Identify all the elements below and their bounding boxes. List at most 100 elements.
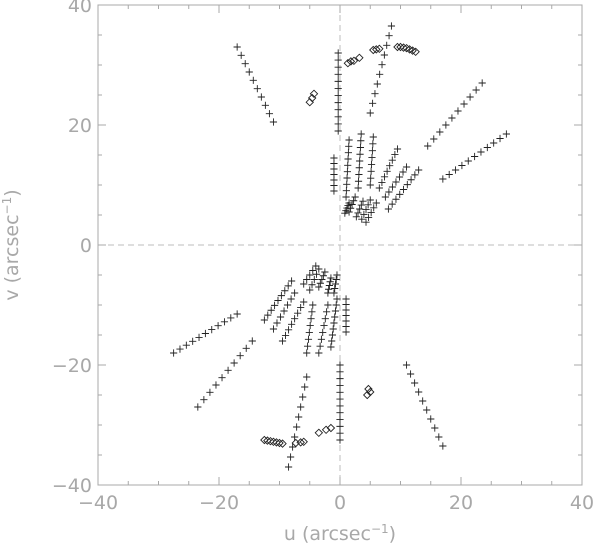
plus-marker bbox=[352, 213, 360, 221]
data-marks bbox=[170, 22, 510, 471]
plus-marker bbox=[331, 307, 340, 315]
plus-marker bbox=[309, 301, 317, 309]
plus-marker bbox=[336, 402, 344, 410]
plus-marker bbox=[355, 164, 363, 172]
plus-marker bbox=[369, 140, 377, 148]
plus-marker bbox=[380, 51, 388, 59]
plus-marker bbox=[176, 345, 184, 353]
plus-marker bbox=[423, 406, 431, 414]
plus-marker bbox=[299, 393, 307, 401]
plus-marker bbox=[237, 51, 245, 59]
x-tick-label: 40 bbox=[570, 492, 594, 514]
plus-marker bbox=[354, 209, 362, 217]
plus-marker bbox=[303, 349, 311, 357]
plus-marker bbox=[384, 205, 392, 213]
plus-marker bbox=[315, 265, 323, 273]
plus-marker bbox=[220, 318, 229, 326]
plus-marker bbox=[407, 176, 415, 184]
plus-marker bbox=[261, 101, 269, 109]
plus-marker bbox=[478, 79, 486, 87]
plus-marker bbox=[281, 287, 289, 295]
diamond-marker bbox=[272, 438, 281, 447]
plus-marker bbox=[366, 109, 374, 117]
plus-marker bbox=[357, 130, 365, 138]
plus-marker bbox=[399, 168, 407, 176]
plus-marker bbox=[334, 63, 342, 71]
plus-marker bbox=[284, 463, 293, 471]
x-tick-label: −40 bbox=[78, 492, 118, 514]
plus-marker bbox=[436, 128, 444, 136]
plus-marker bbox=[424, 142, 432, 150]
plus-marker bbox=[288, 320, 296, 328]
plus-marker bbox=[448, 114, 456, 122]
plus-marker bbox=[490, 139, 498, 147]
plus-marker bbox=[336, 361, 344, 369]
plus-marker bbox=[460, 100, 468, 108]
x-axis-label-close: ) bbox=[389, 523, 396, 545]
plus-marker bbox=[276, 313, 285, 321]
plus-marker bbox=[367, 174, 375, 182]
plus-marker bbox=[312, 270, 321, 278]
plus-marker bbox=[392, 195, 400, 203]
plus-marker bbox=[345, 136, 353, 144]
plus-marker bbox=[329, 325, 337, 333]
plus-marker bbox=[334, 49, 342, 57]
plus-marker bbox=[372, 199, 380, 207]
plus-marker bbox=[224, 366, 232, 374]
plus-marker bbox=[451, 166, 460, 174]
plus-marker bbox=[230, 359, 238, 367]
plus-marker bbox=[286, 453, 295, 461]
plus-marker bbox=[346, 204, 355, 212]
plus-marker bbox=[319, 328, 327, 337]
plus-marker bbox=[439, 442, 447, 450]
plus-marker bbox=[336, 422, 344, 430]
plus-marker bbox=[280, 307, 288, 315]
plus-marker bbox=[334, 56, 342, 64]
plus-marker bbox=[378, 61, 386, 69]
plus-marker bbox=[334, 127, 342, 135]
plus-marker bbox=[380, 173, 389, 181]
plus-marker bbox=[327, 274, 335, 282]
plus-marker bbox=[336, 381, 344, 390]
plus-marker bbox=[439, 175, 447, 183]
diamond-marker bbox=[349, 56, 359, 66]
diamond-marker bbox=[346, 57, 356, 66]
plus-marker bbox=[306, 321, 314, 330]
plus-marker bbox=[343, 168, 351, 176]
plus-marker bbox=[195, 333, 203, 341]
plus-marker bbox=[391, 150, 399, 159]
plus-marker bbox=[343, 174, 351, 182]
x-tick-labels: −40 −20 0 20 40 bbox=[78, 492, 594, 514]
plus-marker bbox=[316, 342, 324, 350]
plus-marker bbox=[477, 148, 485, 156]
plus-marker bbox=[317, 335, 326, 343]
plus-marker bbox=[303, 373, 311, 381]
plus-marker bbox=[336, 415, 344, 424]
plus-marker bbox=[289, 443, 297, 451]
plus-marker bbox=[369, 99, 377, 107]
plot-area bbox=[97, 4, 583, 486]
plus-marker bbox=[343, 180, 351, 188]
plus-marker bbox=[325, 281, 334, 290]
plus-marker bbox=[324, 301, 332, 309]
plus-marker bbox=[315, 283, 323, 291]
plus-marker bbox=[327, 343, 335, 351]
plus-marker bbox=[431, 424, 439, 432]
plus-marker bbox=[402, 361, 411, 369]
plus-marker bbox=[336, 368, 344, 376]
diamond-marker bbox=[296, 438, 305, 447]
plus-marker bbox=[336, 395, 344, 403]
y-axis-label-superscript: −1 bbox=[0, 197, 14, 215]
plus-marker bbox=[385, 188, 393, 196]
plus-marker bbox=[301, 383, 309, 391]
diamond-marker bbox=[314, 428, 324, 438]
plus-marker bbox=[321, 315, 329, 323]
plus-marker bbox=[291, 315, 299, 323]
plus-marker bbox=[430, 135, 438, 143]
plus-marker bbox=[411, 171, 419, 179]
plus-marker bbox=[336, 429, 344, 437]
plus-marker bbox=[201, 329, 209, 338]
plus-marker bbox=[367, 167, 375, 175]
diamond-marker bbox=[411, 47, 420, 57]
